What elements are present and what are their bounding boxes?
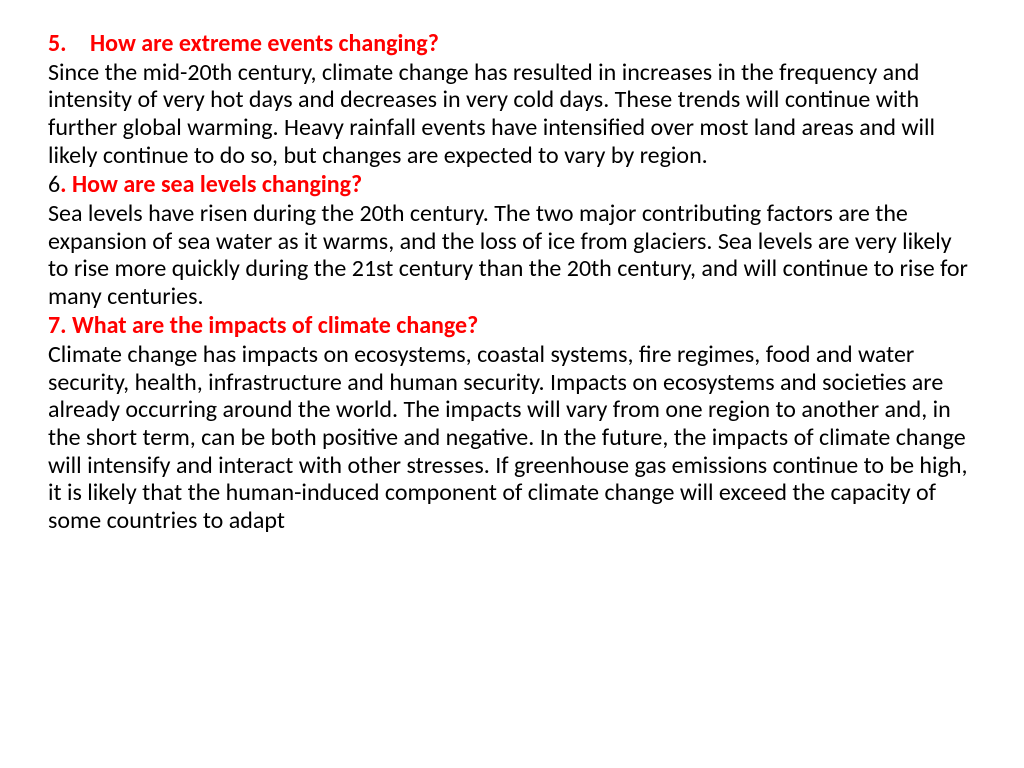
- section-6: 6. How are sea levels changing? Sea leve…: [48, 171, 976, 310]
- heading-7-number: 7.: [48, 311, 67, 340]
- heading-7: 7. What are the impacts of climate chang…: [48, 312, 976, 341]
- heading-5-number: 5.: [48, 30, 90, 59]
- heading-5: 5. How are extreme events changing?: [48, 30, 976, 59]
- heading-6-number: 6: [48, 170, 60, 199]
- body-7: Climate change has impacts on ecosystems…: [48, 341, 976, 534]
- heading-6: 6. How are sea levels changing?: [48, 171, 976, 200]
- body-6: Sea levels have risen during the 20th ce…: [48, 200, 976, 310]
- heading-5-title: How are extreme events changing?: [90, 30, 439, 59]
- heading-6-title-prefix: .: [60, 170, 72, 199]
- section-7: 7. What are the impacts of climate chang…: [48, 312, 976, 534]
- body-5: Since the mid-20th century, climate chan…: [48, 59, 976, 169]
- section-5: 5. How are extreme events changing? Sinc…: [48, 30, 976, 169]
- heading-6-title: How are sea levels changing?: [72, 170, 362, 199]
- heading-7-title: What are the impacts of climate change?: [72, 311, 478, 340]
